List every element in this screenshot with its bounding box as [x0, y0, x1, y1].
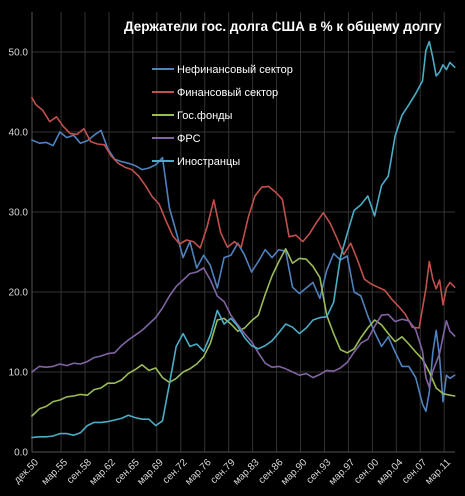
x-tick-label: мар.55	[40, 457, 71, 488]
series-line-3	[31, 248, 456, 417]
series-layer	[31, 40, 456, 439]
series-line-5	[31, 40, 456, 439]
x-tick-label: мар.11	[423, 457, 453, 487]
legend-label: Финансовый сектор	[177, 87, 278, 99]
x-tick-label: мар.69	[135, 457, 166, 488]
x-tick-label: мар.62	[88, 457, 119, 488]
y-tick-label: 10.0	[9, 368, 29, 379]
x-tick-label: мар.76	[183, 457, 214, 488]
axis-layer: 0.010.020.030.040.050.0дек.50мар.55сен.5…	[9, 12, 455, 488]
y-tick-label: 30.0	[9, 208, 29, 219]
legend: Нефинансовый сектор Финансовый сектор Гос.…	[152, 64, 293, 168]
y-tick-label: 50.0	[9, 48, 29, 59]
y-tick-label: 20.0	[9, 288, 29, 299]
x-tick-label: мар.90	[279, 457, 310, 488]
legend-label: Нефинансовый сектор	[177, 64, 293, 76]
legend-label: ФРС	[177, 133, 201, 145]
legend-label: Гос.фонды	[177, 110, 233, 122]
x-tick-label: мар.83	[231, 457, 262, 488]
legend-label: Иностранцы	[177, 156, 240, 168]
x-tick-label: мар.04	[375, 457, 406, 488]
grid-layer	[31, 12, 455, 453]
chart-title: Держатели гос. долга США в % к общему до…	[124, 19, 442, 34]
y-tick-label: 40.0	[9, 128, 29, 139]
series-line-2	[31, 96, 456, 329]
y-tick-label: 0.0	[14, 448, 28, 459]
series-line-1	[31, 129, 456, 412]
series-line-4	[31, 267, 456, 388]
x-tick-label: мар.97	[327, 457, 358, 488]
x-tick-label: дек.50	[12, 457, 41, 486]
